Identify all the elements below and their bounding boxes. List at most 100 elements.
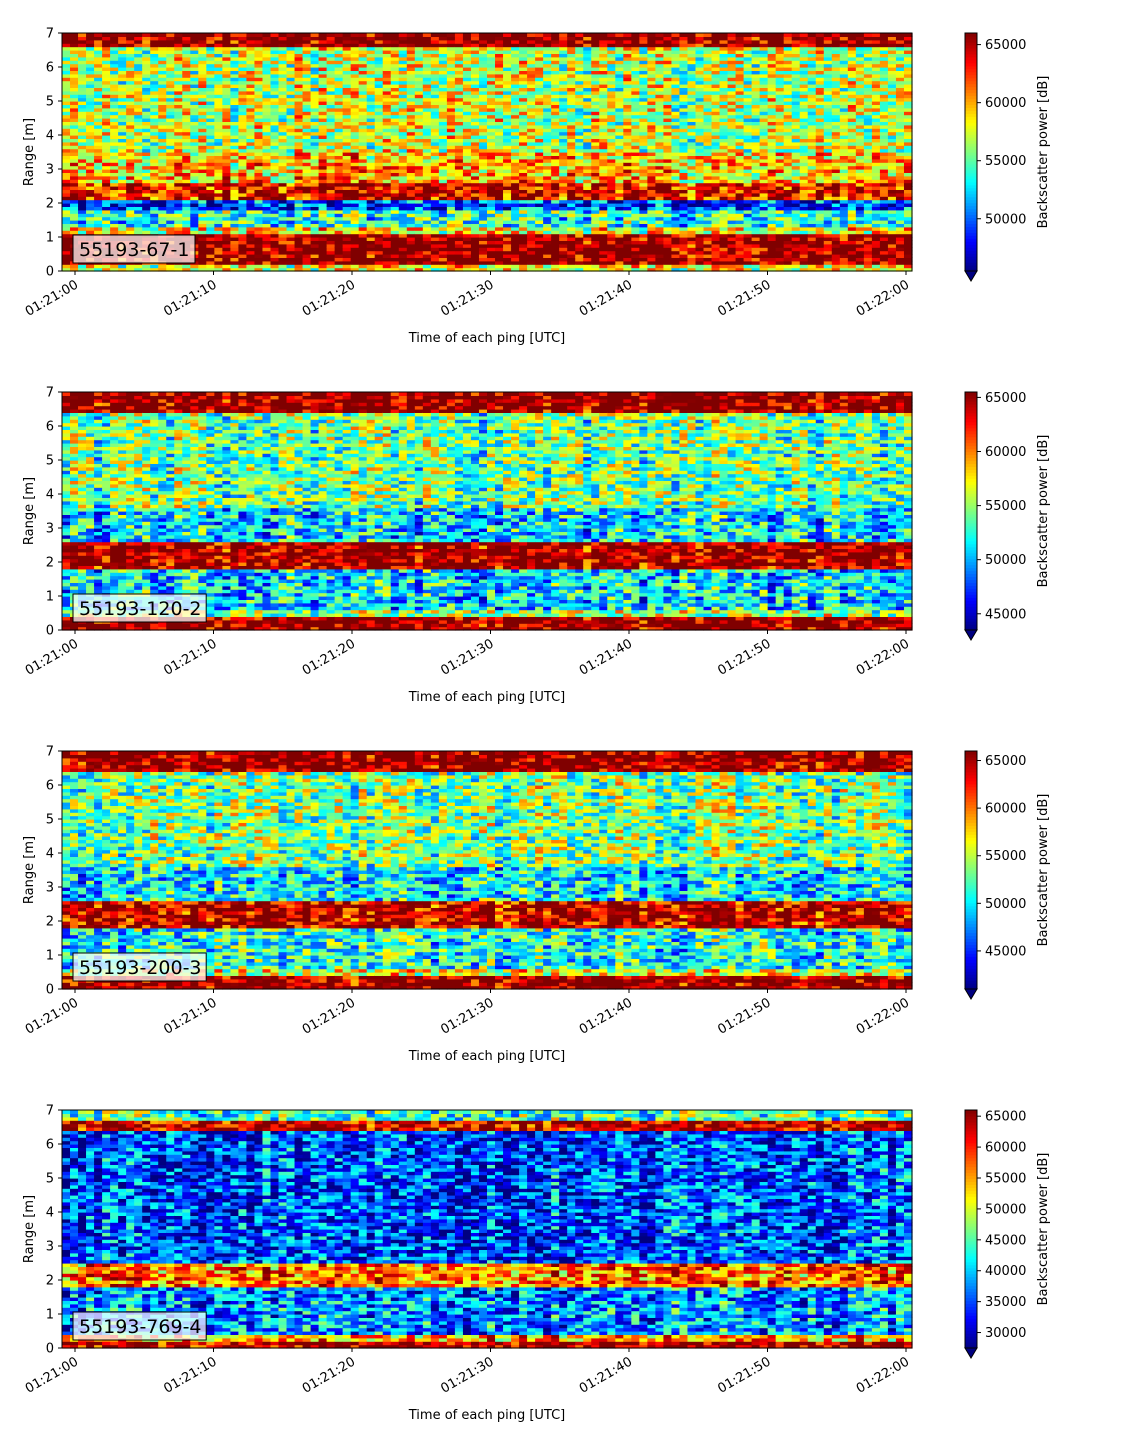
heatmap-cell [174,97,183,102]
heatmap-cell [326,230,336,235]
heatmap-cell [294,257,304,262]
heatmap-cell [246,138,256,143]
heatmap-cell [214,67,223,71]
heatmap-cell [174,50,183,54]
heatmap-cell [150,118,159,122]
heatmap-cell [286,162,296,167]
heatmap-cell [158,118,167,122]
heatmap-cell [342,158,352,163]
heatmap-cell [623,243,632,248]
heatmap-cell [134,90,143,95]
heatmap-cell [302,169,312,173]
heatmap-cell [527,250,536,255]
heatmap-cell [158,182,167,187]
heatmap-cell [350,87,360,92]
heatmap-cell [230,101,240,105]
heatmap-cell [527,199,536,204]
heatmap-cell [615,148,624,153]
heatmap-cell [623,233,632,238]
heatmap-cell [94,206,103,211]
heatmap-cell [110,60,119,65]
heatmap-cell [583,165,592,170]
heatmap-cell [62,175,71,180]
heatmap-cell [342,50,352,54]
heatmap-cell [222,63,231,68]
heatmap-cell [382,213,392,218]
heatmap-cell [174,124,183,129]
heatmap-cell [310,135,320,139]
heatmap-cell [110,87,119,92]
heatmap-cell [350,233,360,238]
heatmap-cell [70,203,79,207]
heatmap-cell [254,223,264,228]
heatmap-cell [318,189,328,194]
heatmap-cell [62,189,71,194]
heatmap-cell [62,226,71,231]
heatmap-cell [150,220,159,224]
heatmap-cell [246,182,256,187]
heatmap-cell [414,192,424,197]
heatmap-cell [310,141,320,146]
heatmap-cell [294,233,304,238]
heatmap-cell [86,145,95,150]
heatmap-cell [230,36,240,41]
heatmap-cell [454,209,464,214]
heatmap-cell [382,165,392,170]
heatmap-cell [326,213,336,218]
heatmap-cell [150,56,159,61]
heatmap-cell [487,148,496,153]
heatmap-cell [174,267,183,272]
heatmap-cell [350,264,360,269]
heatmap-cell [230,186,240,190]
heatmap-cell [446,243,456,248]
heatmap-cell [246,84,256,88]
heatmap-cell [310,70,320,75]
heatmap-cell [286,107,296,112]
heatmap-cell [302,189,312,194]
heatmap-cell [182,97,191,102]
heatmap-cell [454,141,464,146]
heatmap-cell [246,223,256,228]
heatmap-cell [150,158,159,163]
heatmap-cell [206,186,215,190]
heatmap-cell [623,131,632,136]
heatmap-cell [166,264,175,269]
heatmap-cell [94,128,103,133]
heatmap-cell [230,162,240,167]
heatmap-cell [190,206,199,211]
heatmap-cell [350,70,360,75]
heatmap-cell [206,192,215,197]
heatmap-cell [118,43,127,48]
heatmap-cell [214,104,223,109]
heatmap-cell [214,260,223,265]
heatmap-cell [270,97,280,102]
heatmap-cell [294,43,304,48]
heatmap-cell [262,121,272,126]
heatmap-cell [302,260,312,265]
heatmap-cell [190,152,199,156]
heatmap-cell [158,53,167,58]
heatmap-cell [238,192,248,197]
heatmap-cell [278,257,288,262]
heatmap-cell [334,107,344,112]
heatmap-cell [214,203,223,207]
heatmap-cell [559,131,568,136]
heatmap-cell [278,189,288,194]
heatmap-cell [470,148,480,153]
heatmap-cell [230,216,240,221]
heatmap-cell [422,131,432,136]
heatmap-cell [374,243,384,248]
heatmap-cell [206,145,215,150]
heatmap-cell [310,36,320,41]
heatmap-cell [158,203,167,207]
heatmap-cell [158,155,167,160]
heatmap-cell [358,182,368,187]
heatmap-cell [350,90,360,95]
heatmap-cell [166,175,175,180]
heatmap-cell [182,135,191,139]
heatmap-cell [70,152,79,156]
heatmap-cell [126,128,135,133]
heatmap-cell [254,186,264,190]
heatmap-cell [238,128,248,133]
heatmap-cell [374,260,384,265]
